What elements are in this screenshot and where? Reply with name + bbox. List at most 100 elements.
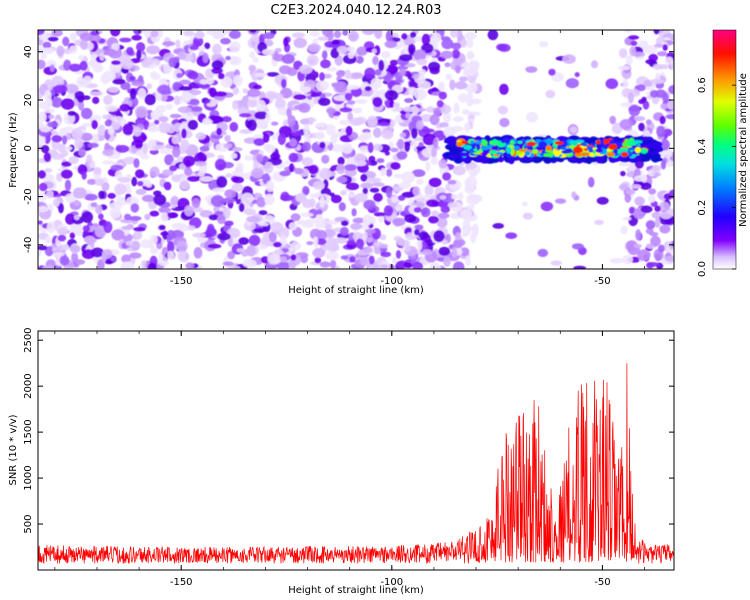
- heatmap-noise-cell: [132, 126, 142, 137]
- heatmap-noise-cell: [230, 152, 238, 159]
- heatmap-noise-cell: [179, 180, 190, 190]
- heatmap-noise-cell: [362, 30, 376, 36]
- heatmap-noise-cell: [133, 158, 140, 169]
- heatmap-noise-cell: [100, 73, 110, 85]
- heatmap-noise-cell: [59, 255, 70, 266]
- heatmap-noise-cell: [242, 88, 248, 94]
- heatmap-noise-cell: [265, 91, 277, 99]
- heatmap-signal-cell: [554, 141, 564, 145]
- heatmap-noise-cell: [373, 192, 383, 202]
- heatmap-noise-cell: [223, 143, 233, 149]
- heatmap-noise-cell: [173, 95, 180, 106]
- heatmap-noise-cell: [452, 165, 466, 176]
- heatmap-noise-cell: [660, 139, 670, 151]
- heatmap-noise-cell: [315, 123, 327, 128]
- heatmap-noise-cell: [452, 240, 463, 249]
- heatmap-signal-base: [532, 136, 546, 141]
- heatmap-noise-cell: [438, 246, 451, 256]
- heatmap-noise-cell: [95, 204, 103, 215]
- heatmap-noise-cell: [439, 195, 447, 200]
- heatmap-noise-cell: [178, 86, 193, 91]
- heatmap-noise-cell: [554, 198, 567, 204]
- heatmap-noise-cell: [263, 161, 274, 174]
- heatmap-noise-cell: [385, 186, 393, 198]
- heatmap-noise-cell: [256, 99, 266, 112]
- heatmap-noise-cell: [178, 224, 189, 232]
- heatmap-noise-cell: [118, 177, 131, 183]
- heatmap-noise-cell: [68, 156, 79, 165]
- heatmap-noise-cell: [410, 31, 417, 38]
- heatmap-noise-cell: [279, 256, 287, 263]
- heatmap-noise-cell: [178, 51, 186, 60]
- heatmap-noise-cell: [303, 131, 311, 140]
- heatmap-noise-cell: [333, 30, 342, 39]
- heatmap-noise-cell: [399, 68, 406, 77]
- heatmap-noise-cell: [149, 210, 160, 217]
- colorbar-gradient: [712, 29, 737, 270]
- heatmap-noise-cell: [204, 42, 211, 50]
- heatmap-noise-cell: [80, 40, 88, 50]
- heatmap-noise-cell: [81, 171, 87, 180]
- heatmap-noise-cell: [98, 190, 105, 200]
- heatmap-noise-cell: [467, 91, 474, 100]
- heatmap-noise-cell: [195, 132, 206, 140]
- heatmap-noise-cell: [312, 247, 326, 258]
- heatmap-noise-cell: [418, 69, 427, 76]
- heatmap-noise-cell: [47, 121, 59, 128]
- heatmap-signal-cell: [546, 138, 553, 145]
- heatmap-noise-cell: [298, 102, 311, 113]
- heatmap-noise-cell: [194, 152, 207, 164]
- heatmap-noise-cell: [653, 30, 660, 35]
- heatmap-noise-cell: [184, 205, 194, 217]
- heatmap-noise-cell: [437, 212, 450, 219]
- heatmap-noise-cell: [492, 223, 505, 229]
- heatmap-noise-cell: [421, 128, 435, 133]
- heatmap-noise-cell: [38, 133, 46, 146]
- heatmap-noise-cell: [121, 254, 132, 264]
- heatmap-signal-cell: [538, 141, 547, 149]
- heatmap-noise-cell: [622, 254, 633, 265]
- heatmap-noise-cell: [177, 106, 192, 113]
- heatmap-noise-cell: [191, 197, 201, 209]
- heatmap-noise-cell: [265, 112, 271, 124]
- heatmap-noise-cell: [538, 41, 549, 48]
- heatmap-noise-cell: [253, 138, 265, 146]
- heatmap-noise-cell: [220, 76, 233, 88]
- heatmap-noise-cell: [326, 67, 338, 72]
- heatmap-noise-cell: [433, 230, 445, 243]
- heatmap-noise-cell: [337, 156, 345, 166]
- heatmap-noise-cell: [173, 56, 180, 63]
- heatmap-signal-base: [497, 156, 504, 163]
- heatmap-noise-cell: [381, 51, 391, 59]
- heatmap-noise-cell: [222, 261, 234, 267]
- heatmap-noise-cell: [125, 187, 132, 194]
- heatmap-noise-cell: [671, 240, 674, 248]
- heatmap-noise-cell: [38, 206, 49, 213]
- colorbar-tick-label: 0.0: [697, 261, 708, 277]
- heatmap-noise-cell: [213, 117, 224, 124]
- heatmap-noise-cell: [430, 156, 439, 165]
- heatmap-noise-cell: [159, 93, 168, 102]
- heatmap-noise-cell: [645, 59, 656, 65]
- heatmap-noise-cell: [373, 127, 382, 138]
- heatmap-noise-cell: [303, 123, 310, 134]
- heatmap-noise-cell: [640, 205, 653, 213]
- heatmap-noise-cell: [162, 169, 174, 177]
- heatmap-noise-cell: [181, 92, 194, 101]
- heatmap-noise-cell: [414, 89, 427, 101]
- heatmap-noise-cell: [372, 96, 383, 108]
- heatmap-noise-cell: [167, 250, 175, 261]
- heatmap-signal-cell: [603, 138, 609, 145]
- heatmap-noise-cell: [125, 240, 134, 246]
- heatmap-noise-cell: [319, 261, 331, 268]
- heatmap-noise-cell: [222, 197, 236, 204]
- spectrogram-y-ticks: -40 -20 0 20 40: [23, 45, 674, 253]
- heatmap-noise-cell: [256, 153, 264, 163]
- heatmap-noise-cell: [103, 95, 113, 105]
- heatmap-noise-cell: [309, 228, 322, 240]
- heatmap-noise-cell: [68, 45, 78, 54]
- heatmap-noise-cell: [424, 184, 434, 197]
- spectrogram-y-tick-label: 0: [23, 145, 34, 151]
- heatmap-noise-cell: [187, 175, 200, 182]
